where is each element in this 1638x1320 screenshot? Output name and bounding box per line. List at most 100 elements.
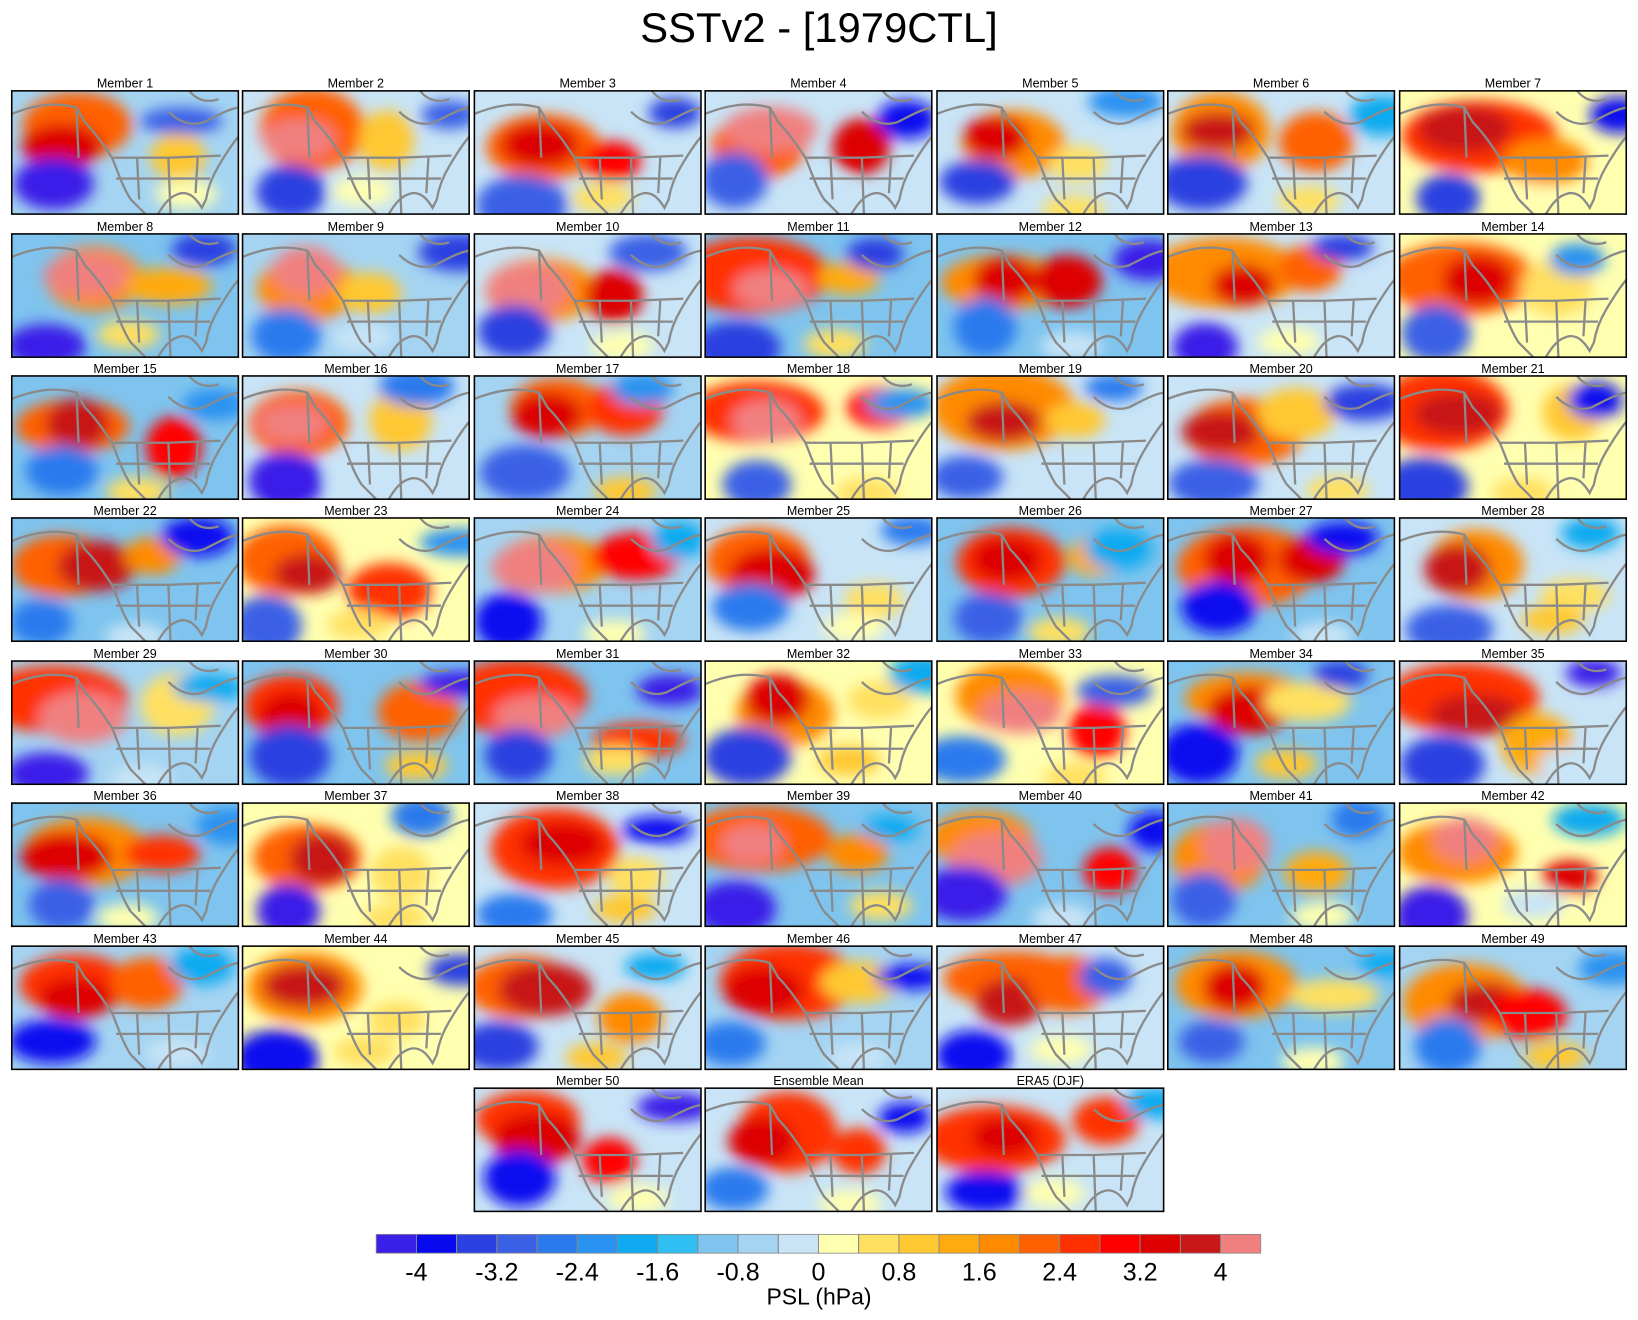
field <box>242 375 470 500</box>
field <box>474 90 701 215</box>
panel-title: Member 5 <box>1022 77 1078 91</box>
blob <box>476 175 568 215</box>
panel-frame <box>473 660 702 786</box>
blob <box>242 595 303 642</box>
blob <box>1083 847 1137 894</box>
blob <box>565 1042 628 1070</box>
colorbar-tick-label: -4 <box>405 1258 427 1286</box>
blob <box>846 237 904 271</box>
panel-title: Member 23 <box>324 504 387 518</box>
field <box>474 517 701 642</box>
panel-title: Member 1 <box>97 77 153 91</box>
map-panel <box>1167 945 1396 1071</box>
field-blobs <box>20 807 239 927</box>
field <box>705 90 932 215</box>
blob <box>371 846 431 901</box>
panel-title: Member 50 <box>556 1074 619 1088</box>
blob <box>498 963 593 1017</box>
field <box>1399 233 1627 358</box>
panel-title: Member 26 <box>1019 504 1082 518</box>
blob <box>1561 517 1621 550</box>
panel-frame <box>10 375 240 500</box>
blob <box>378 375 455 407</box>
blob <box>963 115 1029 160</box>
blob <box>1399 885 1469 927</box>
blob <box>171 233 237 267</box>
field-blobs <box>1175 950 1395 1070</box>
panel-frame <box>704 945 933 1071</box>
field <box>705 803 932 927</box>
blob <box>1283 851 1350 894</box>
blob <box>1405 604 1494 642</box>
map-panel <box>1167 517 1396 642</box>
map-panel <box>936 660 1165 786</box>
field-blobs <box>937 810 1164 927</box>
panel-title: Member 33 <box>1019 647 1082 661</box>
blob <box>251 308 322 358</box>
field <box>11 946 239 1070</box>
blob <box>791 177 854 207</box>
map-panel <box>704 233 933 358</box>
field-blobs <box>937 375 1142 500</box>
map-panel <box>1167 660 1396 786</box>
field <box>937 661 1164 785</box>
blob <box>1068 702 1126 759</box>
panel-title: Member 16 <box>324 362 387 376</box>
map-panel <box>936 233 1165 358</box>
blob <box>731 399 802 443</box>
blob <box>723 966 804 1015</box>
panel-title: Member 14 <box>1481 220 1544 234</box>
map-panel <box>1167 802 1396 928</box>
field-blobs <box>256 90 470 215</box>
blob <box>1414 392 1502 435</box>
blob <box>866 388 932 419</box>
blob <box>874 964 932 990</box>
field <box>705 1088 932 1212</box>
blob <box>1255 749 1318 779</box>
field-blobs <box>477 233 687 358</box>
blob <box>705 727 792 785</box>
panel-title: Member 29 <box>93 647 156 661</box>
panel-title: Member 37 <box>324 789 387 803</box>
blob <box>583 619 646 642</box>
panel-title: Member 42 <box>1481 789 1544 803</box>
blob <box>28 878 95 927</box>
panel-title: Member 13 <box>1249 220 1312 234</box>
map-panel <box>1167 233 1396 358</box>
panel-frame <box>1167 375 1396 500</box>
blob <box>169 946 235 986</box>
panel-frame <box>473 233 702 358</box>
field-blobs <box>1167 233 1374 358</box>
blob <box>832 118 890 175</box>
panel-frame <box>473 945 702 1071</box>
field-blobs <box>937 661 1153 785</box>
blob <box>105 477 169 500</box>
colorbar-box <box>898 1233 940 1254</box>
blob <box>1567 381 1623 420</box>
map-panel <box>10 375 240 500</box>
blob <box>1031 255 1103 308</box>
blob <box>722 460 792 500</box>
panel-frame <box>1398 375 1628 500</box>
field <box>937 517 1164 642</box>
field <box>1167 233 1395 358</box>
blob <box>195 807 239 845</box>
map-panel <box>1398 90 1628 215</box>
blob <box>97 319 160 350</box>
blob <box>1311 233 1374 261</box>
field <box>11 233 239 358</box>
blob <box>21 123 103 168</box>
panel-title: Member 43 <box>93 932 156 946</box>
field <box>1167 517 1395 642</box>
blob <box>1172 322 1238 358</box>
panel-title: Member 21 <box>1481 362 1544 376</box>
panel-title: Member 2 <box>328 77 384 91</box>
map-panel <box>241 945 470 1071</box>
blob <box>123 835 201 873</box>
field-blobs <box>242 951 470 1070</box>
panel-frame <box>241 945 470 1071</box>
blob <box>1181 112 1254 151</box>
panel-title: Member 35 <box>1481 647 1544 661</box>
map-panel <box>704 1087 933 1213</box>
blob <box>953 297 1017 357</box>
